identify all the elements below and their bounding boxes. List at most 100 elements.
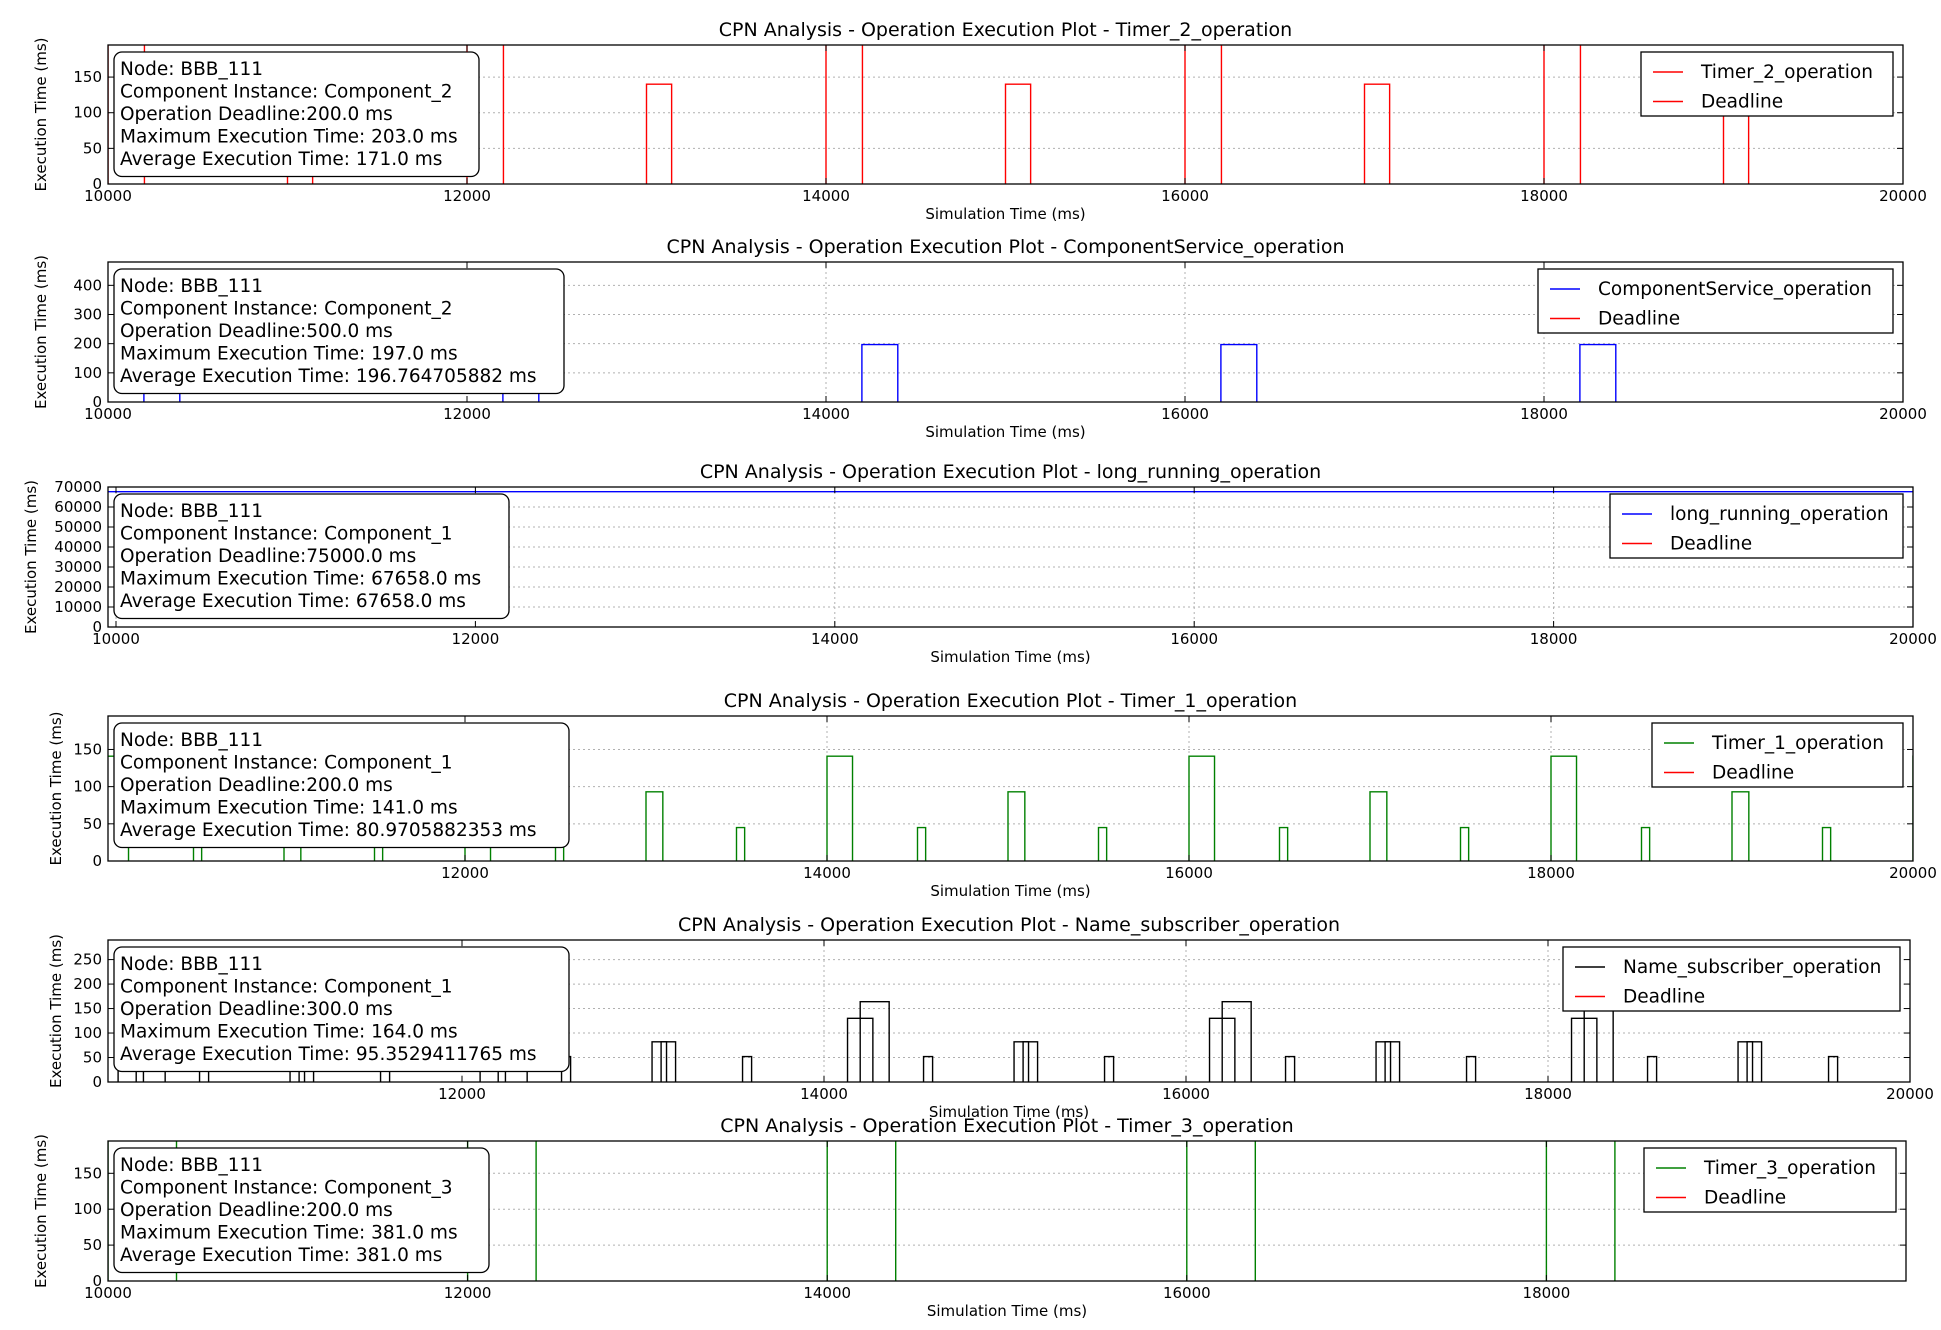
info-line: Operation Deadline:300.0 ms: [120, 999, 393, 1020]
y-tick-label: 0: [92, 1073, 102, 1091]
data-pulse: [108, 490, 1913, 493]
x-tick-label: 14000: [803, 864, 851, 882]
info-box: [113, 493, 510, 620]
data-pulse: [1284, 1055, 1296, 1082]
info-line: Maximum Execution Time: 203.0 ms: [120, 127, 458, 148]
x-axis-label: Simulation Time (ms): [930, 882, 1090, 900]
info-line: Average Execution Time: 67658.0 ms: [120, 591, 466, 612]
info-line: Average Execution Time: 95.3529411765 ms: [120, 1044, 537, 1065]
x-tick-label: 18000: [1527, 864, 1575, 882]
y-tick-label: 70000: [54, 478, 102, 496]
x-tick-label: 18000: [1523, 1284, 1571, 1302]
y-tick-label: 100: [73, 1024, 102, 1042]
info-line: Operation Deadline:200.0 ms: [120, 1200, 393, 1221]
data-pulse: [1737, 1041, 1754, 1082]
y-tick-label: 50: [83, 815, 102, 833]
info-line: Component Instance: Component_2: [120, 82, 453, 103]
info-box: [113, 1147, 490, 1274]
x-tick-label: 10000: [84, 405, 132, 423]
legend-box: [1651, 722, 1904, 788]
x-tick-label: 16000: [1170, 630, 1218, 648]
x-tick-label: 20000: [1889, 630, 1937, 648]
legend-label: Deadline: [1701, 92, 1783, 113]
chart-panel-6: 10000 12000 14000 16000 18000 0 50 100 150 CPN An…: [32, 1115, 1907, 1320]
axes-frame: [107, 261, 1904, 403]
legend-label: Timer_1_operation: [1711, 733, 1884, 754]
x-tick-label: 14000: [800, 1085, 848, 1103]
x-tick-label: 14000: [802, 405, 850, 423]
data-pulse: [916, 826, 927, 861]
data-pulse: [660, 1041, 677, 1082]
data-pulse: [108, 1141, 178, 1281]
chart-title: CPN Analysis - Operation Execution Plot …: [719, 19, 1292, 41]
x-tick-label: 10000: [84, 1284, 132, 1302]
y-tick-label: 50: [83, 1049, 102, 1067]
info-line: Operation Deadline:200.0 ms: [120, 104, 393, 125]
data-pulse: [1579, 343, 1617, 402]
chart-title: CPN Analysis - Operation Execution Plot …: [678, 914, 1340, 936]
axes-frame: [107, 715, 1914, 862]
chart-panel-5: 12000 14000 16000 18000 20000 0 50 100 150 200 250…: [47, 914, 1934, 1121]
legend-box: [1640, 51, 1894, 117]
data-pulse: [1221, 1001, 1252, 1082]
info-line: Maximum Execution Time: 141.0 ms: [120, 798, 458, 819]
data-pulse: [1384, 1041, 1401, 1082]
data-pulse: [1646, 1055, 1658, 1082]
y-tick-label: 150: [73, 740, 102, 758]
data-pulse: [1103, 1055, 1115, 1082]
x-axis-label: Simulation Time (ms): [925, 205, 1085, 223]
info-line: Node: BBB_111: [120, 1155, 263, 1176]
info-line: Node: BBB_111: [120, 501, 263, 522]
y-tick-label: 0: [92, 393, 102, 411]
y-tick-label: 0: [92, 175, 102, 193]
y-tick-label: 60000: [54, 498, 102, 516]
x-tick-label: 16000: [1162, 1085, 1210, 1103]
data-pulse: [1746, 1041, 1763, 1082]
legend-label: Deadline: [1712, 763, 1794, 784]
data-pulse: [1543, 45, 1582, 184]
info-line: Node: BBB_111: [120, 59, 263, 80]
data-pulse: [645, 83, 673, 184]
data-pulse: [1912, 755, 1913, 861]
data-pulse: [1459, 826, 1470, 861]
data-pulse: [1186, 1141, 1256, 1281]
y-tick-label: 150: [73, 1164, 102, 1182]
info-line: Component Instance: Component_1: [120, 524, 453, 545]
x-tick-label: 12000: [438, 1085, 486, 1103]
x-axis-label: Simulation Time (ms): [927, 1302, 1087, 1320]
x-tick-label: 20000: [1886, 1085, 1934, 1103]
data-pulse: [651, 1041, 668, 1082]
data-pulse: [1188, 755, 1216, 861]
x-tick-label: 18000: [1520, 187, 1568, 205]
y-axis-label: Execution Time (ms): [22, 480, 40, 634]
y-tick-label: 100: [73, 364, 102, 382]
data-pulse: [861, 343, 899, 402]
legend-box: [1643, 1147, 1897, 1213]
data-pulse: [1097, 826, 1108, 861]
info-box: [113, 722, 570, 849]
y-tick-label: 50: [83, 1236, 102, 1254]
chart-panel-2: 10000 12000 14000 16000 18000 20000 0 100 200 300…: [32, 236, 1927, 441]
x-tick-label: 18000: [1530, 630, 1578, 648]
axes-frame: [107, 486, 1914, 628]
x-tick-label: 16000: [1161, 405, 1209, 423]
y-tick-label: 250: [73, 951, 102, 969]
x-tick-label: 12000: [443, 187, 491, 205]
info-line: Node: BBB_111: [120, 954, 263, 975]
legend-label: Deadline: [1598, 309, 1680, 330]
x-tick-label: 18000: [1520, 405, 1568, 423]
info-box: [113, 946, 570, 1073]
y-tick-label: 40000: [54, 538, 102, 556]
x-tick-label: 18000: [1524, 1085, 1572, 1103]
info-line: Node: BBB_111: [120, 730, 263, 751]
data-pulse: [1363, 83, 1391, 184]
y-tick-label: 30000: [54, 558, 102, 576]
x-tick-label: 14000: [803, 1284, 851, 1302]
info-line: Maximum Execution Time: 197.0 ms: [120, 344, 458, 365]
x-axis-label: Simulation Time (ms): [929, 1103, 1089, 1121]
info-line: Maximum Execution Time: 67658.0 ms: [120, 569, 481, 590]
x-tick-label: 20000: [1879, 187, 1927, 205]
data-pulse: [1640, 826, 1651, 861]
data-pulse: [1013, 1041, 1030, 1082]
